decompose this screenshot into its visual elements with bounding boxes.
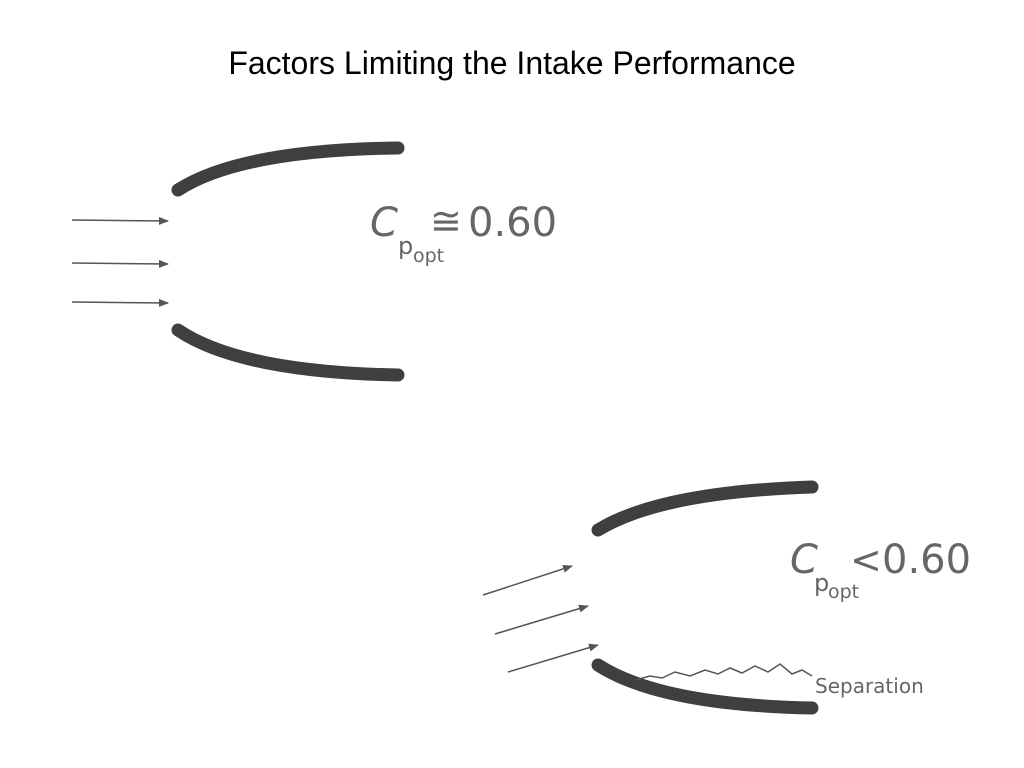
flow-arrow	[482, 564, 573, 596]
symbol: C	[790, 537, 818, 583]
flow-arrow	[71, 216, 169, 225]
intake-diagram: C p opt ≅ 0.60	[71, 141, 557, 382]
subscript: p	[814, 569, 829, 597]
subscript: p	[398, 232, 413, 260]
lower-lip	[591, 658, 819, 715]
symbol: C	[370, 200, 398, 246]
value: 0.60	[882, 537, 971, 583]
upper-lip	[591, 480, 819, 537]
separation-line	[634, 663, 813, 681]
flow-arrow	[494, 604, 589, 635]
flow-arrow	[507, 643, 599, 673]
intake-diagram: C p opt < 0.60 Separation	[482, 480, 971, 715]
annotation: Separation	[815, 674, 924, 698]
lower-lip	[171, 323, 405, 382]
subsubscript: opt	[413, 245, 444, 267]
relation: ≅	[430, 199, 462, 243]
subsubscript: opt	[828, 581, 859, 603]
slide-title: Factors Limiting the Intake Performance	[228, 45, 795, 81]
value: 0.60	[468, 200, 557, 246]
upper-lip	[171, 141, 405, 197]
relation: <	[850, 538, 882, 582]
flow-arrow	[71, 298, 169, 307]
flow-arrow	[71, 259, 169, 268]
